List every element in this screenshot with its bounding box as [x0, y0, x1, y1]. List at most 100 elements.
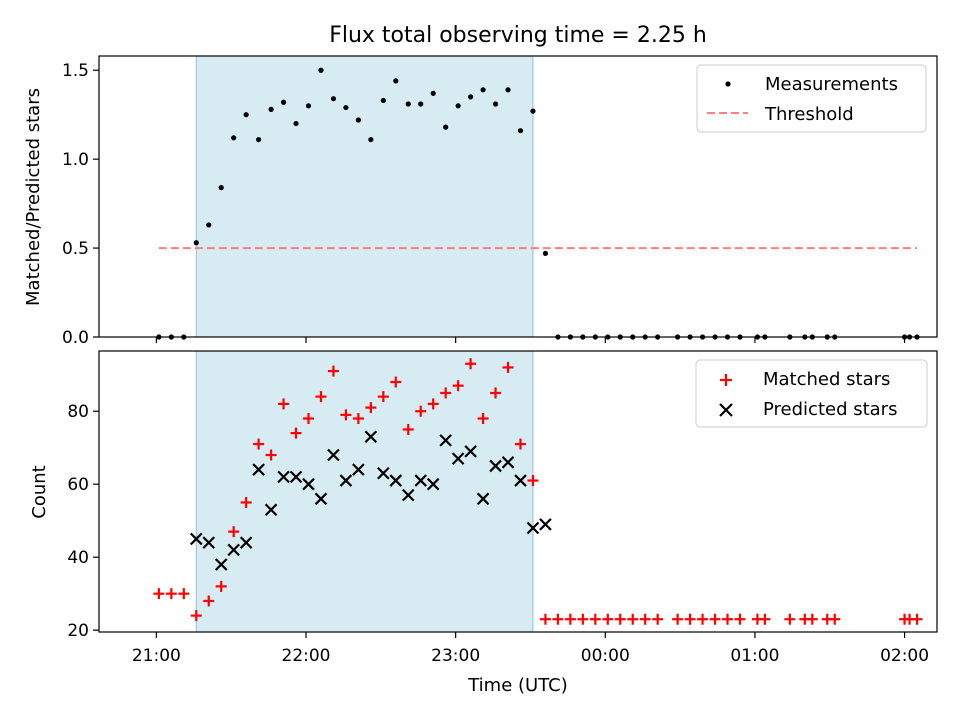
legend-predicted-marker: [719, 403, 733, 417]
y-tick-label: 0.0: [62, 328, 89, 348]
measurement-point: [305, 103, 312, 109]
measurement-point: [542, 250, 549, 257]
y-tick-label: 60: [67, 475, 89, 495]
predicted-star-point: [476, 492, 490, 506]
matched-star-point: [315, 391, 327, 403]
measurement-point: [368, 136, 374, 143]
matched-star-point: [784, 613, 796, 625]
matched-star-point: [514, 438, 526, 450]
matched-star-point: [203, 595, 215, 607]
legend-threshold-label: Threshold: [764, 104, 854, 125]
top-axes-frame: [98, 55, 938, 338]
predicted-star-point: [364, 430, 378, 444]
measurement-point: [405, 101, 411, 107]
matched-star-point: [577, 613, 589, 625]
matched-star-point: [290, 427, 302, 439]
matched-star-point: [684, 613, 696, 625]
measurement-point: [243, 112, 249, 118]
predicted-star-point: [264, 503, 278, 517]
measurement-point: [492, 101, 499, 107]
legend-matched-marker: [720, 374, 732, 386]
predicted-star-point: [489, 459, 502, 473]
measurement-point: [256, 136, 262, 143]
measurement-point: [418, 101, 424, 107]
measurement-point: [455, 103, 461, 109]
matched-star-point: [639, 613, 651, 625]
observing-window-bottom: [195, 350, 534, 633]
predicted-star-point: [327, 448, 340, 462]
predicted-stars-points: [189, 430, 552, 571]
bottom-axes-frame: [98, 350, 938, 633]
observing-window-band: [195, 350, 534, 633]
matched-star-point: [829, 613, 841, 625]
legend-measurements-marker: [725, 81, 731, 87]
matched-star-point: [564, 613, 576, 625]
matched-star-point: [265, 449, 277, 461]
matched-star-point: [415, 405, 427, 417]
predicted-star-point: [501, 456, 515, 469]
measurement-point: [393, 78, 399, 84]
top-legend: Measurements Threshold: [696, 64, 927, 133]
predicted-star-point: [202, 536, 216, 549]
matched-star-point: [352, 413, 364, 425]
x-tick-label: 23:00: [431, 646, 480, 666]
predicted-star-point: [414, 474, 428, 487]
predicted-star-point: [277, 470, 290, 484]
matched-star-point: [589, 613, 601, 625]
measurement-point: [505, 87, 511, 93]
matched-star-point: [602, 613, 614, 625]
matched-star-point: [190, 610, 202, 622]
matched-star-point: [303, 413, 314, 425]
matched-star-point: [490, 387, 502, 399]
measurement-point: [530, 108, 536, 114]
matched-star-point: [672, 613, 684, 625]
measurement-point: [280, 99, 287, 105]
bottom-legend: Matched stars Predicted stars: [695, 359, 928, 428]
predicted-star-point: [227, 543, 240, 557]
matched-star-point: [365, 402, 377, 414]
bottom-legend-box: [695, 359, 928, 428]
matched-star-point: [215, 580, 227, 592]
predicted-star-point: [389, 474, 403, 487]
matched-star-point: [240, 496, 252, 508]
measurement-point: [231, 135, 237, 141]
measurement-point: [318, 67, 324, 73]
matched-stars-points: [153, 358, 923, 625]
top-y-axis-label: Matched/Predicted stars: [23, 88, 44, 306]
predicted-star-point: [239, 536, 253, 549]
y-tick-label: 1.0: [62, 150, 89, 170]
matched-star-point: [228, 526, 240, 538]
measurement-point: [330, 96, 337, 102]
matched-star-point: [402, 423, 414, 435]
matched-star-point: [697, 613, 709, 625]
measurement-point: [355, 117, 361, 123]
x-tick-label: 00:00: [581, 646, 630, 666]
top-x-ticks: [155, 337, 906, 343]
matched-star-point: [377, 391, 389, 403]
chart-title: Flux total observing time = 2.25 h: [329, 23, 707, 48]
measurement-point: [480, 87, 486, 93]
measurement-point: [193, 240, 199, 246]
measurement-point: [517, 128, 524, 134]
measurement-point: [443, 124, 449, 130]
matched-star-point: [709, 613, 721, 625]
top-panel: 0.0 0.5 1.0 1.5 Matched/Predicted stars Mea…: [23, 55, 938, 348]
top-y-axis: 0.0 0.5 1.0 1.5: [62, 61, 99, 348]
matched-star-point: [502, 361, 514, 373]
matched-star-point: [253, 438, 265, 450]
bottom-y-axis-label: Count: [29, 465, 50, 518]
matched-star-point: [477, 413, 489, 425]
predicted-star-point: [302, 477, 315, 491]
measurement-point: [468, 94, 474, 100]
measurement-point: [268, 106, 274, 112]
y-tick-label: 80: [67, 402, 89, 422]
top-legend-box: [696, 64, 927, 133]
predicted-star-point: [352, 463, 365, 476]
x-axis-label: Time (UTC): [467, 675, 568, 696]
matched-star-point: [614, 613, 626, 625]
predicted-star-point: [314, 492, 328, 506]
matched-star-point: [452, 380, 464, 392]
legend-matched-label: Matched stars: [763, 369, 890, 390]
